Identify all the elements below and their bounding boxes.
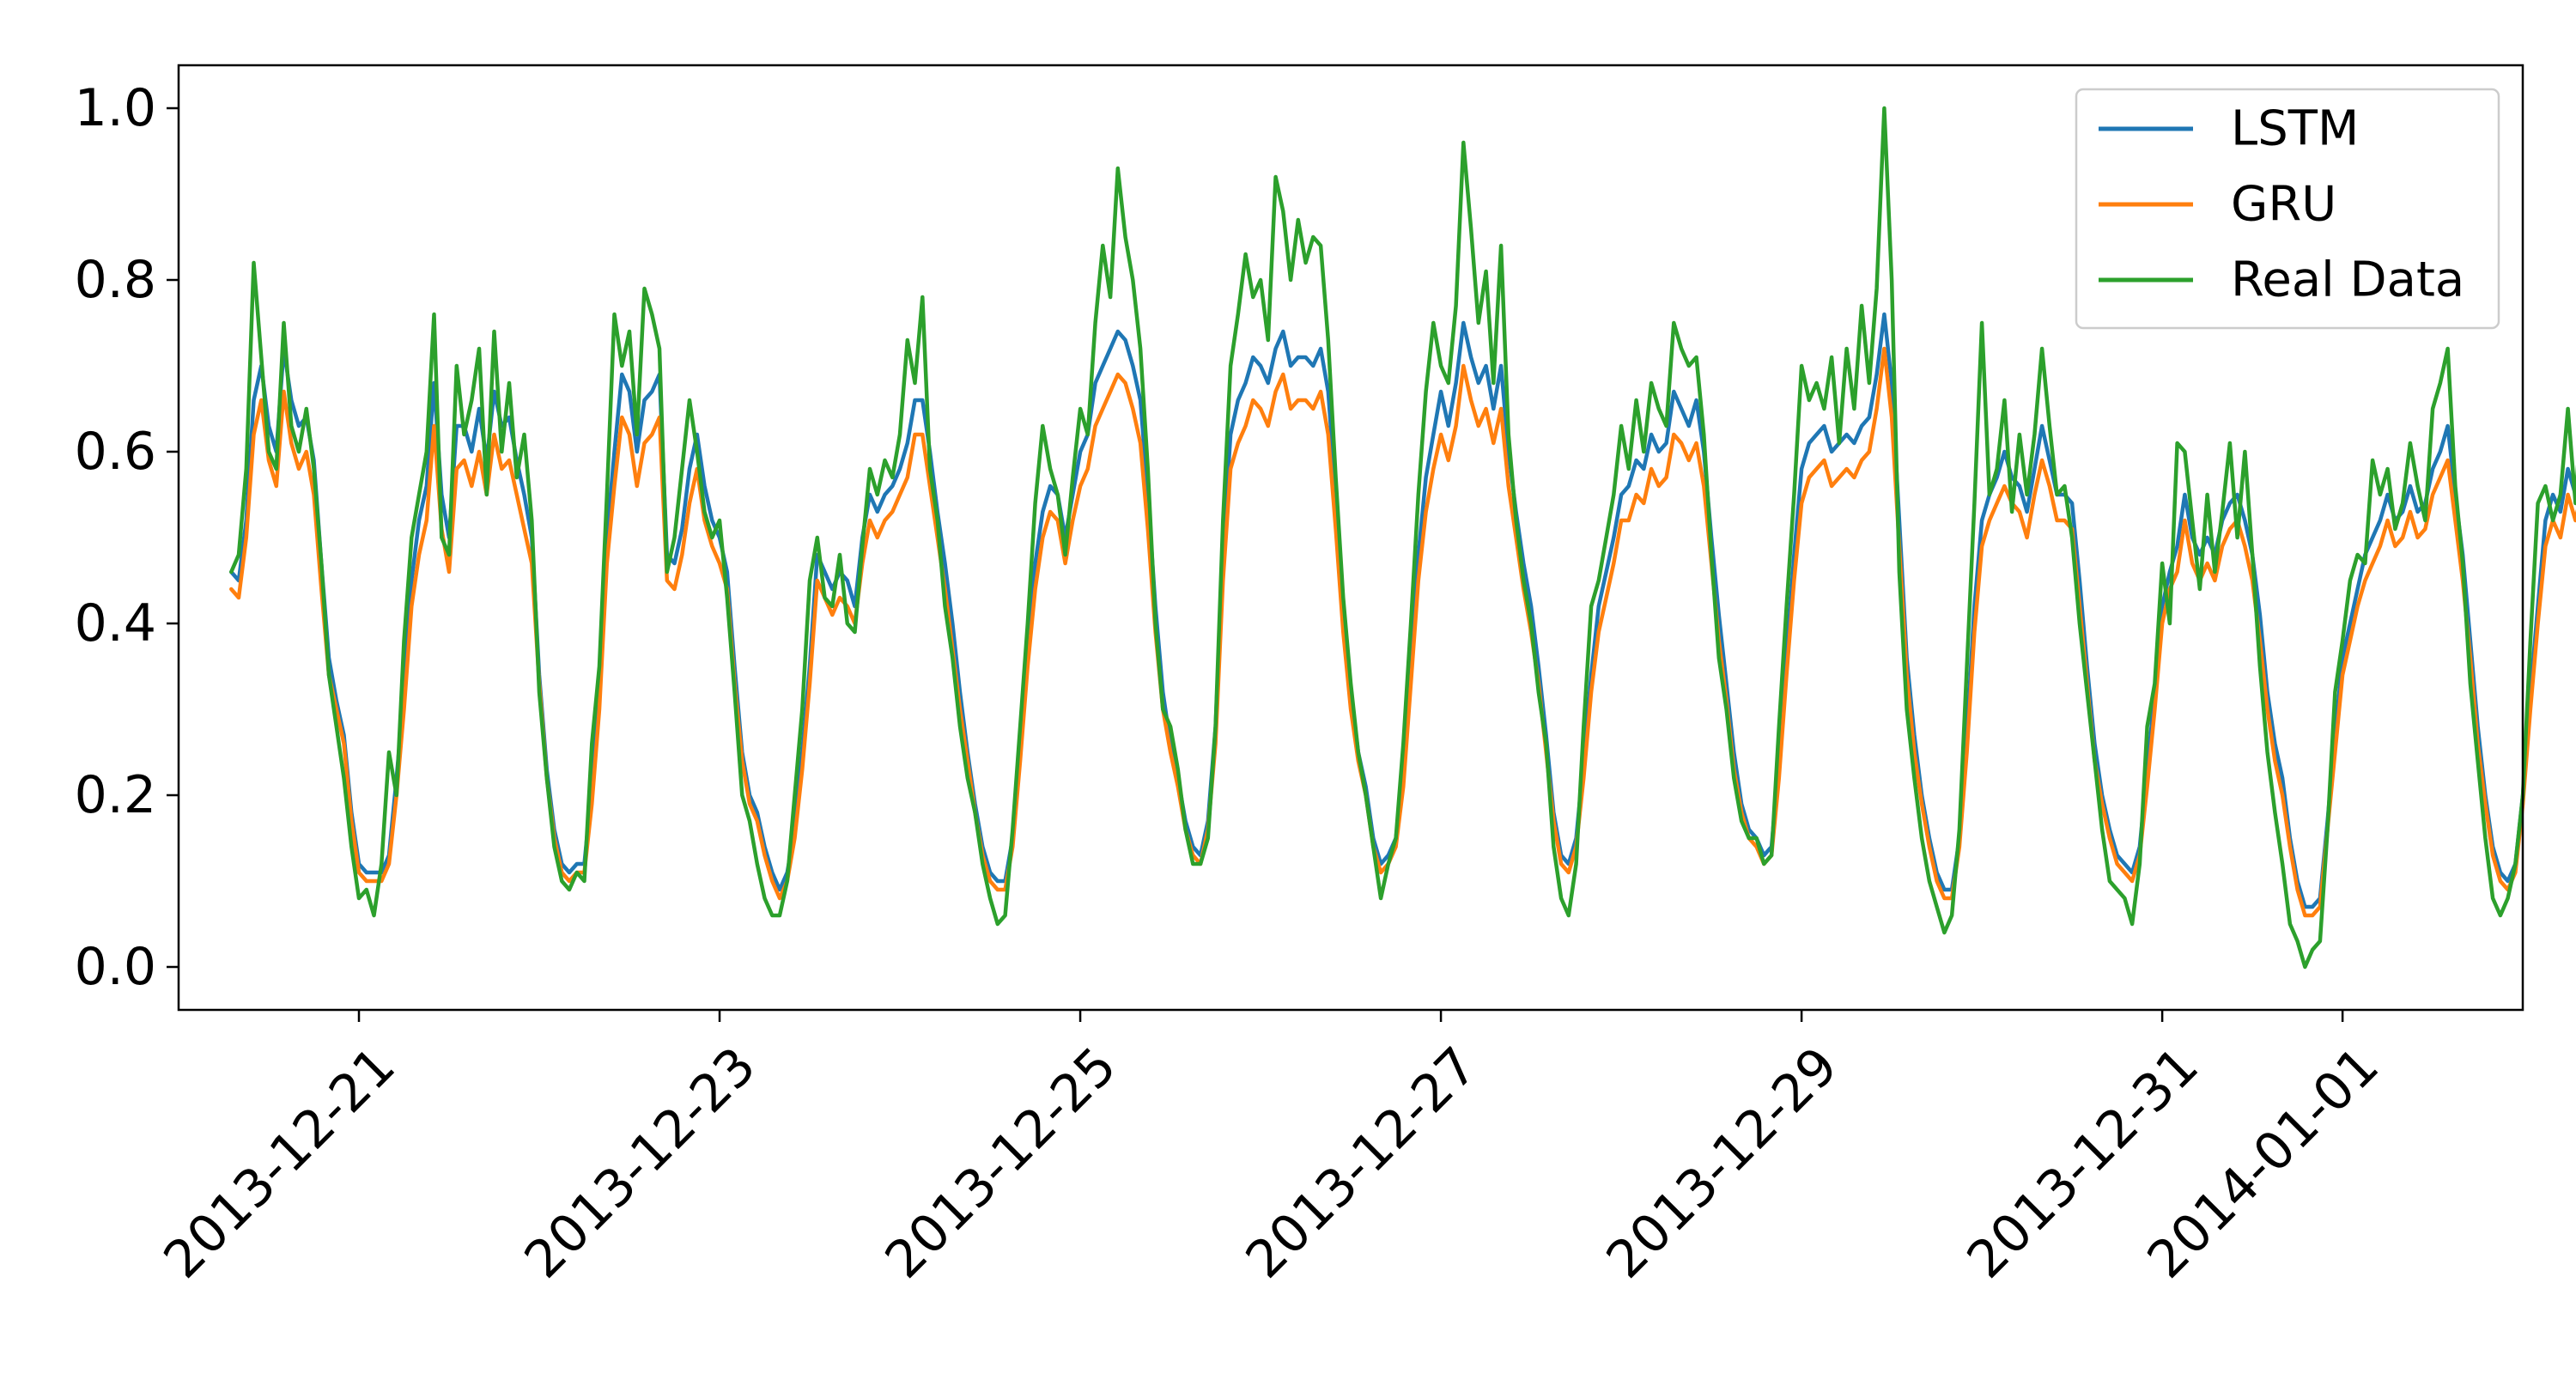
legend-label: LSTM: [2231, 101, 2359, 157]
y-tick-label: 0.8: [75, 250, 156, 310]
y-axis: 0.0 0.2 0.4 0.6 0.8 1.0: [75, 78, 179, 997]
plot-frame: [177, 64, 2524, 1012]
series-layer: [229, 106, 2576, 970]
legend-box: [2075, 88, 2500, 330]
legend-label: Real Data: [2231, 252, 2464, 308]
legend-label: GRU: [2231, 177, 2336, 233]
y-tick-label: 0.4: [75, 593, 156, 654]
legend: LSTM GRU Real Data: [2075, 88, 2500, 330]
y-tick-label: 0.0: [75, 937, 156, 997]
y-tick-label: 0.6: [75, 422, 156, 482]
y-tick-label: 1.0: [75, 78, 156, 138]
series-line-real-data: [229, 106, 2576, 970]
y-tick-label: 0.2: [75, 765, 156, 825]
